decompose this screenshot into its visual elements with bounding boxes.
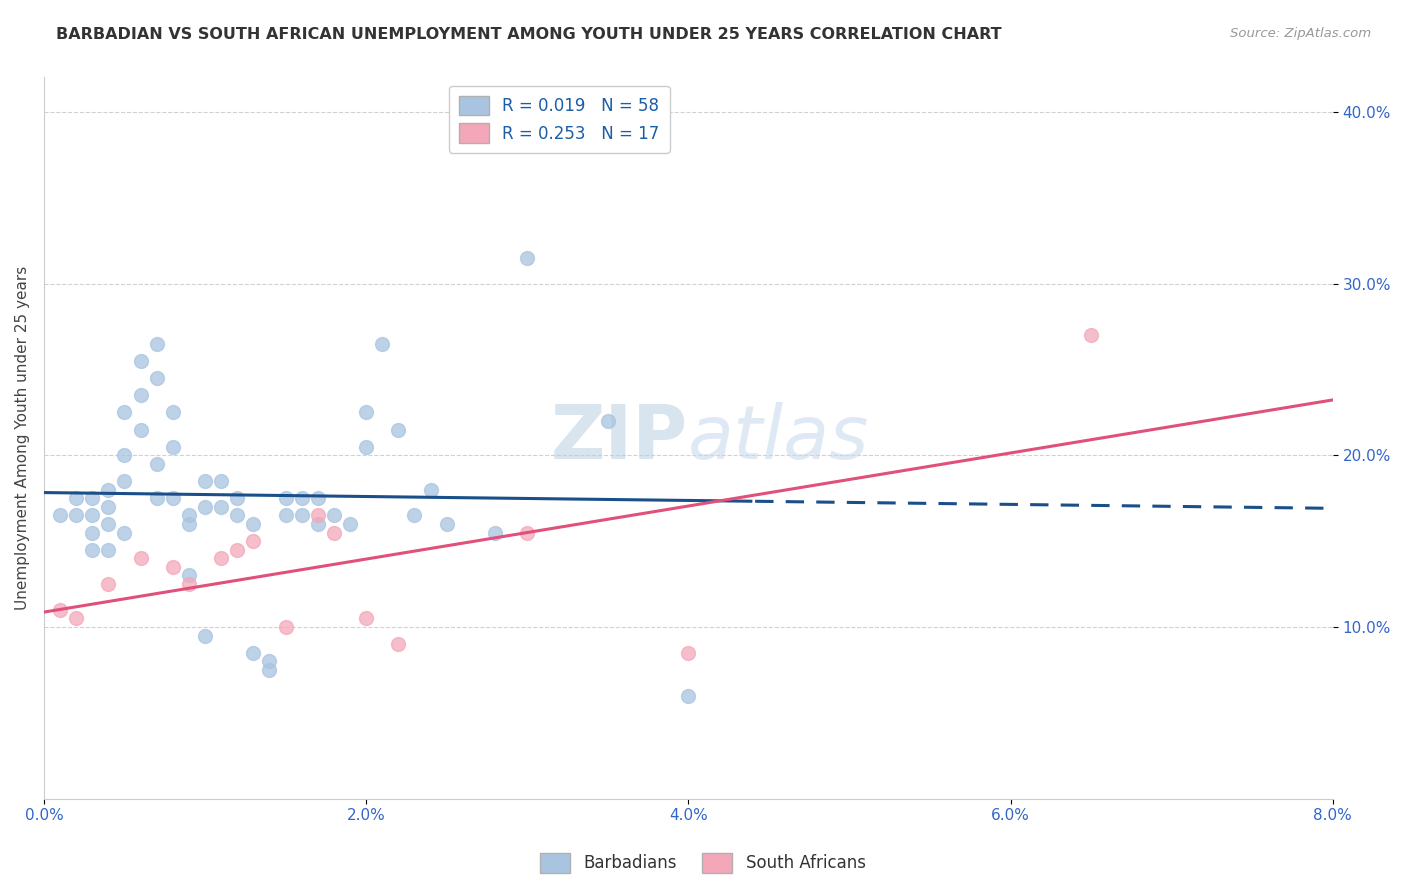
Legend: R = 0.019   N = 58, R = 0.253   N = 17: R = 0.019 N = 58, R = 0.253 N = 17 <box>449 86 669 153</box>
Point <box>114 525 136 540</box>
Point <box>387 637 409 651</box>
Point <box>209 551 232 566</box>
Point <box>516 525 538 540</box>
Text: ZIP: ZIP <box>551 401 689 475</box>
Point <box>194 500 217 514</box>
Point <box>65 491 87 506</box>
Point <box>145 371 167 385</box>
Point <box>129 354 152 368</box>
Point <box>484 525 506 540</box>
Point <box>162 405 184 419</box>
Point <box>371 336 394 351</box>
Point <box>274 620 297 634</box>
Point <box>274 491 297 506</box>
Point <box>49 508 72 523</box>
Point <box>516 251 538 265</box>
Point <box>387 423 409 437</box>
Point <box>114 405 136 419</box>
Point <box>145 491 167 506</box>
Point <box>129 551 152 566</box>
Point <box>129 423 152 437</box>
Point <box>194 629 217 643</box>
Point <box>226 542 249 557</box>
Point <box>596 414 619 428</box>
Legend: Barbadians, South Africans: Barbadians, South Africans <box>534 847 872 880</box>
Point <box>322 525 344 540</box>
Point <box>259 663 281 677</box>
Point <box>129 388 152 402</box>
Point <box>274 508 297 523</box>
Point <box>114 448 136 462</box>
Y-axis label: Unemployment Among Youth under 25 years: Unemployment Among Youth under 25 years <box>15 266 30 610</box>
Point <box>177 516 200 531</box>
Point <box>678 689 700 703</box>
Point <box>65 508 87 523</box>
Point <box>82 491 104 506</box>
Point <box>145 336 167 351</box>
Point <box>291 491 314 506</box>
Point <box>49 603 72 617</box>
Point <box>307 516 329 531</box>
Text: BARBADIAN VS SOUTH AFRICAN UNEMPLOYMENT AMONG YOUTH UNDER 25 YEARS CORRELATION C: BARBADIAN VS SOUTH AFRICAN UNEMPLOYMENT … <box>56 27 1002 42</box>
Point <box>177 508 200 523</box>
Point <box>97 542 120 557</box>
Point <box>82 508 104 523</box>
Point <box>226 491 249 506</box>
Text: Source: ZipAtlas.com: Source: ZipAtlas.com <box>1230 27 1371 40</box>
Point <box>177 577 200 591</box>
Point <box>177 568 200 582</box>
Point <box>82 525 104 540</box>
Point <box>242 534 264 549</box>
Point <box>97 516 120 531</box>
Text: atlas: atlas <box>689 402 870 475</box>
Point <box>162 491 184 506</box>
Point <box>209 500 232 514</box>
Point <box>307 508 329 523</box>
Point <box>97 500 120 514</box>
Point <box>242 646 264 660</box>
Point <box>226 508 249 523</box>
Point <box>259 654 281 668</box>
Point <box>354 440 377 454</box>
Point <box>419 483 441 497</box>
Point <box>354 405 377 419</box>
Point <box>209 474 232 488</box>
Point <box>322 508 344 523</box>
Point <box>82 542 104 557</box>
Point <box>404 508 426 523</box>
Point <box>354 611 377 625</box>
Point <box>339 516 361 531</box>
Point <box>162 560 184 574</box>
Point <box>242 516 264 531</box>
Point <box>291 508 314 523</box>
Point <box>194 474 217 488</box>
Point <box>678 646 700 660</box>
Point <box>97 483 120 497</box>
Point <box>307 491 329 506</box>
Point <box>436 516 458 531</box>
Point <box>114 474 136 488</box>
Point <box>162 440 184 454</box>
Point <box>65 611 87 625</box>
Point <box>97 577 120 591</box>
Point <box>1080 328 1102 343</box>
Point <box>145 457 167 471</box>
